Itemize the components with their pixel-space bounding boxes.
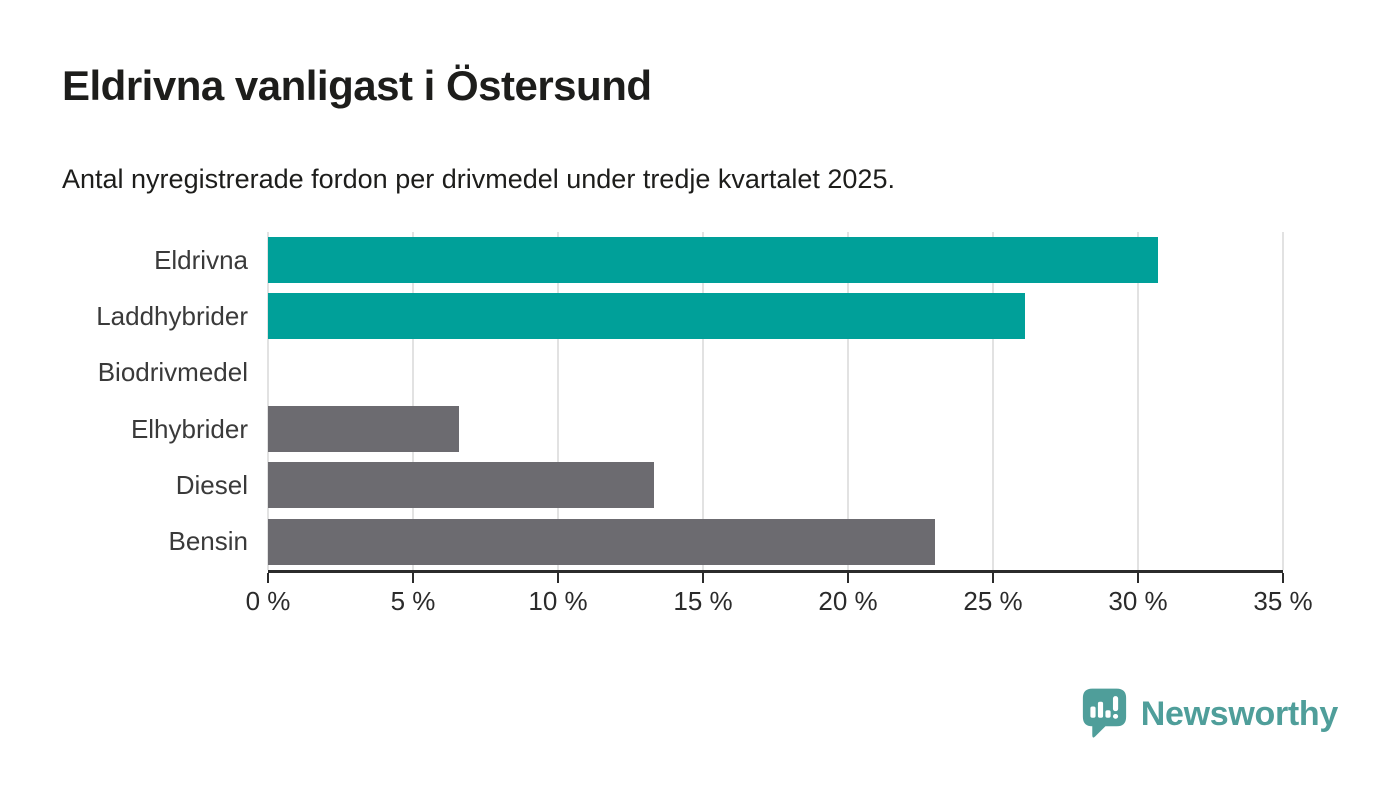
gridline (412, 232, 414, 570)
gridline (267, 232, 269, 570)
x-tick-label: 20 % (818, 586, 878, 616)
bar-diesel (268, 462, 654, 509)
gridline (557, 232, 559, 570)
bar-row (268, 345, 1283, 401)
chart-subtitle: Antal nyregistrerade fordon per drivmede… (62, 164, 895, 194)
x-tick-label: 10 % (528, 586, 588, 616)
axis-tick (992, 573, 994, 583)
category-label: Biodrivmedel (97, 357, 248, 388)
axis-tick (267, 573, 269, 583)
axis-tick (1137, 573, 1139, 583)
bars-container (268, 232, 1283, 570)
x-axis-labels: 0 % 5 % 10 % 15 % 20 % 25 % 30 % 35 % (246, 586, 1313, 620)
axis-tick (557, 573, 559, 583)
category-label: Elhybrider (130, 413, 248, 444)
axis-tick (847, 573, 849, 583)
category-labels: Eldrivna Laddhybrider Biodrivmedel Elhybrid… (0, 232, 248, 570)
gridline (702, 232, 704, 570)
gridline (847, 232, 849, 570)
axis-tick (1282, 573, 1284, 583)
category-label: Laddhybrider (96, 300, 248, 331)
bar-elhybrider (268, 406, 460, 453)
category-label: Eldrivna (154, 244, 248, 275)
x-tick-label: 5 % (390, 586, 436, 616)
brand-wordmark: Newsworthy (1140, 694, 1339, 733)
category-label: Bensin (168, 526, 249, 557)
x-tick-label: 30 % (1108, 586, 1168, 616)
axis-tick (412, 573, 414, 583)
chart-title: Eldrivna vanligast i Östersund (62, 62, 652, 109)
gridline (1282, 232, 1284, 570)
bar-row (268, 514, 1283, 570)
bar-row (268, 288, 1283, 344)
bar-row (268, 232, 1283, 288)
gridline (992, 232, 994, 570)
brand-footer: Newsworthy (1081, 686, 1338, 742)
plot-area (267, 232, 1284, 583)
bar-row (268, 401, 1283, 457)
bar-row (268, 457, 1283, 513)
axis-tick (702, 573, 704, 583)
bar-bensin (268, 518, 935, 565)
gridline (1137, 232, 1139, 570)
category-label: Diesel (175, 469, 248, 500)
bar-eldrivna (268, 237, 1159, 284)
x-tick-label: 0 % (245, 586, 291, 616)
x-tick-label: 35 % (1253, 586, 1313, 616)
newsworthy-logo-icon (1081, 686, 1128, 742)
x-tick-label: 15 % (673, 586, 733, 616)
x-tick-label: 25 % (963, 586, 1023, 616)
bar-laddhybrider (268, 293, 1025, 340)
